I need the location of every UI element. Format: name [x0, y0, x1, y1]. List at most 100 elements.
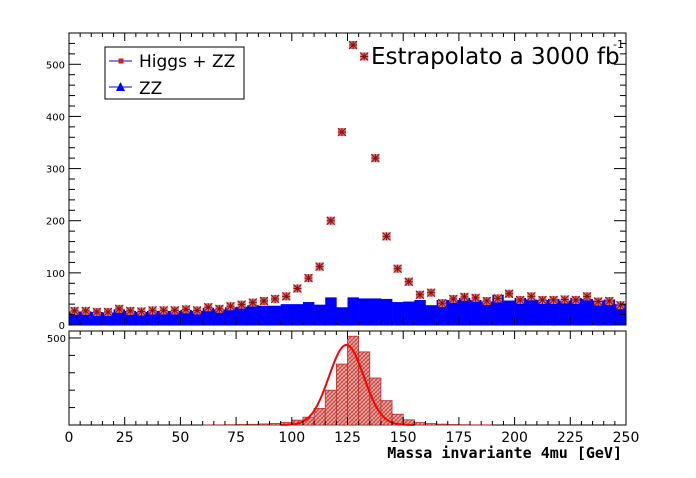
higgs-zz-marker	[104, 308, 112, 316]
higgs-zz-marker	[137, 307, 145, 315]
higgs-zz-marker	[394, 265, 402, 273]
signal-bar	[448, 424, 459, 425]
higgs-zz-marker	[438, 299, 446, 307]
higgs-zz-marker	[527, 292, 535, 300]
zz-bar	[303, 302, 314, 325]
higgs-zz-marker	[193, 306, 201, 314]
zz-bar	[336, 307, 347, 325]
zz-bar	[381, 299, 392, 325]
zz-bar	[581, 299, 592, 325]
signal-bar	[270, 423, 281, 425]
zz-bar	[270, 306, 281, 325]
signal-bar	[258, 424, 269, 425]
signal-bar	[414, 423, 425, 425]
higgs-zz-marker	[316, 263, 324, 271]
higgs-zz-marker	[483, 297, 491, 305]
higgs-zz-marker	[271, 295, 279, 303]
x-tick-label: 100	[278, 430, 305, 446]
higgs-zz-marker	[160, 306, 168, 314]
zz-bar	[247, 305, 258, 325]
x-tick-label: 25	[116, 430, 134, 446]
zz-bar	[258, 306, 269, 325]
higgs-zz-marker	[360, 52, 368, 60]
higgs-zz-marker	[249, 299, 257, 307]
zz-bar	[325, 297, 336, 325]
higgs-zz-marker	[427, 289, 435, 297]
signal-bar	[336, 364, 347, 425]
higgs-zz-marker	[616, 301, 624, 309]
higgs-zz-marker	[449, 295, 457, 303]
signal-bar	[325, 390, 336, 425]
zz-bar	[503, 300, 514, 325]
higgs-zz-marker	[115, 305, 123, 313]
x-tick-label: 125	[334, 430, 361, 446]
higgs-zz-marker	[93, 308, 101, 316]
higgs-zz-marker	[204, 303, 212, 311]
higgs-zz-marker	[583, 292, 591, 300]
signal-bar	[314, 408, 325, 425]
x-tick-label: 75	[227, 430, 245, 446]
zz-bar	[348, 297, 359, 325]
higgs-zz-marker	[538, 296, 546, 304]
higgs-zz-marker	[349, 41, 357, 49]
signal-bar	[437, 424, 448, 425]
higgs-zz-marker	[260, 297, 268, 305]
signal-bar	[247, 424, 258, 425]
zz-bar	[448, 300, 459, 325]
x-axis-title: Massa invariante 4mu [GeV]	[387, 444, 622, 462]
higgs-zz-marker	[494, 294, 502, 302]
y-tick-label: 500	[46, 60, 65, 71]
zz-bar	[392, 302, 403, 325]
higgs-zz-marker	[460, 293, 468, 301]
higgs-zz-marker	[371, 154, 379, 162]
signal-bar	[370, 378, 381, 425]
zz-bar	[236, 307, 247, 325]
x-tick-label: 0	[65, 430, 74, 446]
higgs-zz-marker	[71, 307, 79, 315]
higgs-zz-marker	[215, 305, 223, 313]
zz-bar	[414, 300, 425, 325]
higgs-zz-marker	[405, 278, 413, 286]
higgs-zz-marker	[82, 307, 90, 315]
y-tick-label: 300	[46, 165, 65, 176]
higgs-zz-marker	[327, 217, 335, 225]
legend-label-zz: ZZ	[139, 79, 162, 99]
zz-bar	[459, 298, 470, 325]
y-tick-label: 400	[46, 112, 65, 123]
higgs-zz-marker	[550, 296, 558, 304]
zz-bar	[314, 305, 325, 325]
x-tick-label: 50	[171, 430, 189, 446]
zz-bar	[292, 304, 303, 325]
legend: Higgs + ZZ ZZ	[105, 47, 244, 99]
bottom-y-axis: 500	[47, 334, 81, 425]
higgs-zz-marker	[561, 295, 569, 303]
higgs-zz-marker	[282, 292, 290, 300]
annotation-superscript: -1	[613, 38, 624, 51]
zz-bar	[470, 300, 481, 325]
higgs-zz-marker	[416, 291, 424, 299]
higgs-zz-marker	[171, 306, 179, 314]
higgs-zz-marker	[338, 128, 346, 136]
higgs-zz-marker	[472, 294, 480, 302]
zz-bar	[559, 300, 570, 325]
y-tick-label: 100	[46, 269, 65, 280]
annotation-text: Estrapolato a 3000 fb	[371, 44, 620, 70]
higgs-zz-marker	[572, 296, 580, 304]
zz-bar	[281, 304, 292, 325]
zz-bar	[526, 299, 537, 325]
higgs-zz-marker	[126, 307, 134, 315]
higgs-zz-marker	[594, 298, 602, 306]
higgs-zz-marker	[516, 296, 524, 304]
y-tick-label: 500	[47, 334, 66, 345]
signal-bar	[425, 424, 436, 425]
higgs-zz-marker	[238, 301, 246, 309]
higgs-zz-marker	[149, 306, 157, 314]
zz-bar	[370, 298, 381, 325]
higgs-zz-marker	[227, 302, 235, 310]
legend-label-higgs-zz: Higgs + ZZ	[139, 52, 235, 72]
higgs-zz-marker	[382, 232, 390, 240]
higgs-zz-marker	[182, 305, 190, 313]
